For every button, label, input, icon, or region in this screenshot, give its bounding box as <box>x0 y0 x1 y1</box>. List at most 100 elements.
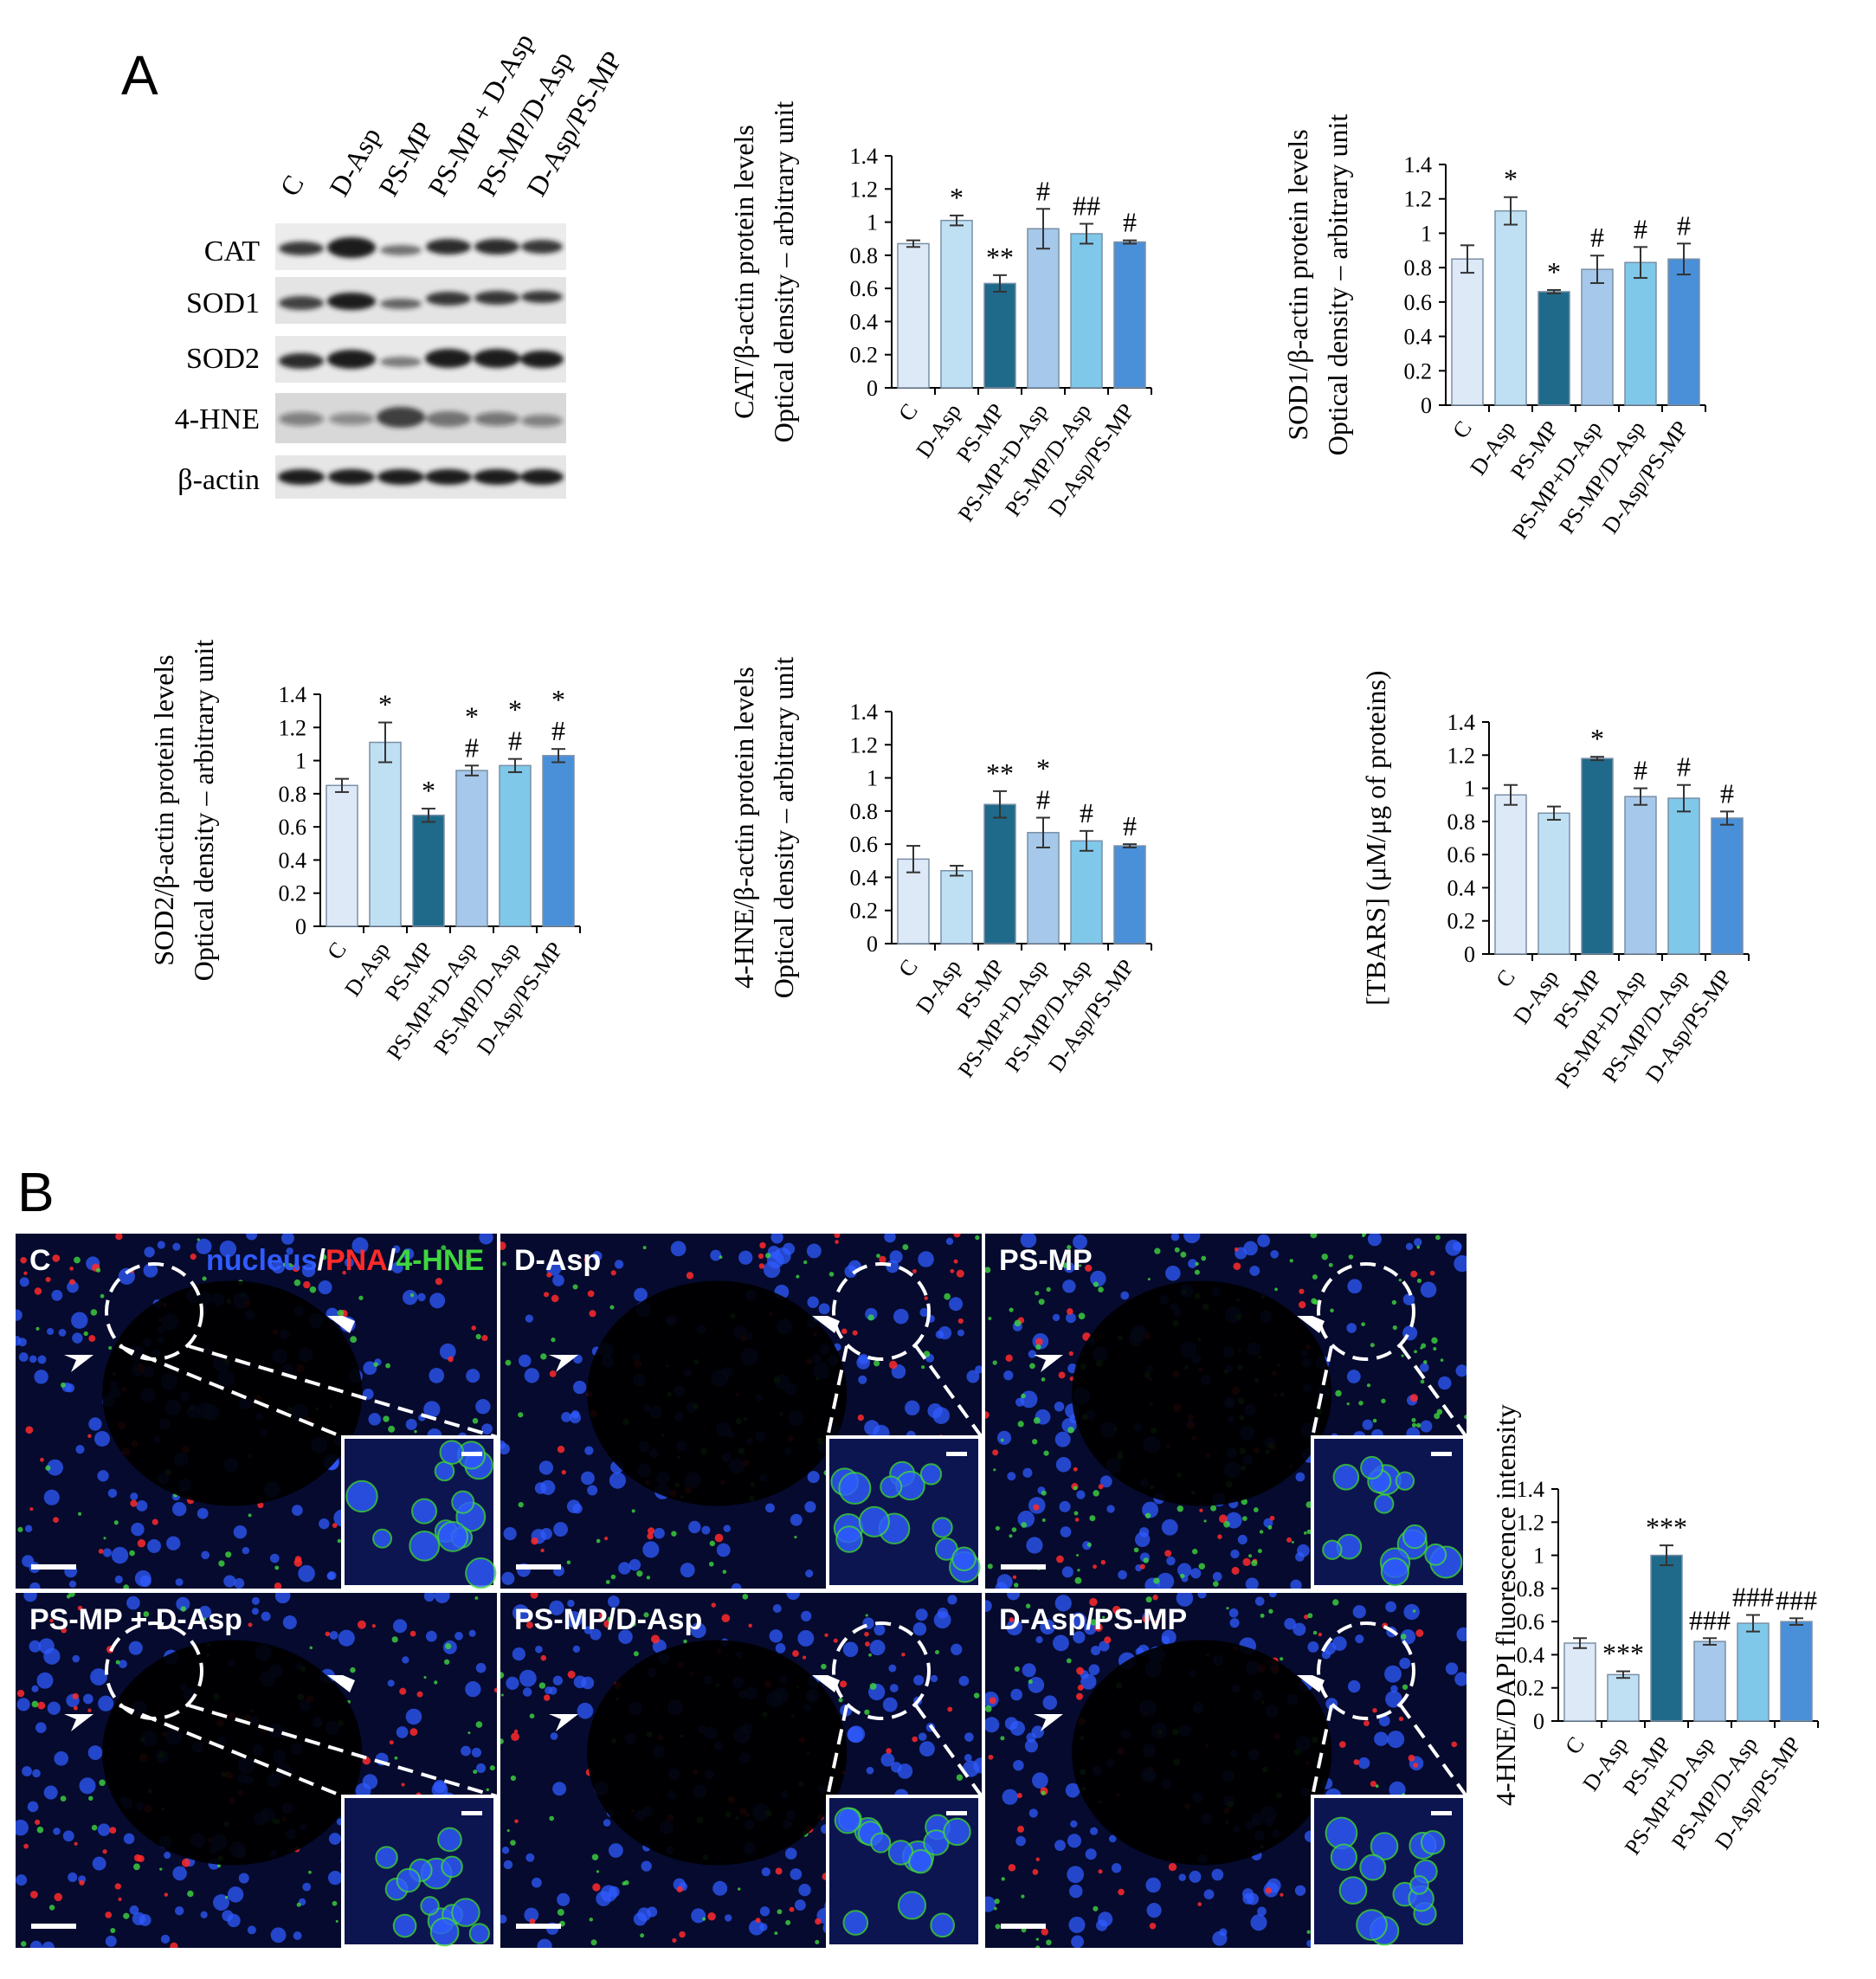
nucleus-dot <box>391 1261 403 1273</box>
arrow-icon <box>1297 1675 1325 1692</box>
nucleus-dot <box>261 1611 271 1621</box>
bar <box>1650 1554 1683 1722</box>
significance-label: * <box>378 689 392 720</box>
significance-label: * <box>508 694 522 725</box>
bar <box>983 282 1016 389</box>
bar <box>1581 757 1614 955</box>
nucleus-dot <box>1040 1619 1055 1635</box>
hne-dot <box>337 1538 342 1544</box>
hne-dot <box>1143 1557 1149 1563</box>
hne-dot <box>1101 1615 1106 1620</box>
nucleus-dot <box>280 1234 294 1245</box>
nucleus-dot <box>1230 1549 1240 1559</box>
nucleus-dot <box>1010 1688 1023 1701</box>
nucleus-dot <box>807 1471 820 1484</box>
nucleus-dot <box>1062 1280 1076 1293</box>
nucleus-dot <box>561 1412 572 1422</box>
nucleus-dot <box>1454 1254 1467 1273</box>
y-tick-label: 0.2 <box>1447 909 1476 934</box>
hne-dot <box>1375 1784 1379 1789</box>
nucleus-dot <box>690 1622 706 1639</box>
nucleus-dot <box>282 1615 297 1629</box>
nucleus-dot <box>912 1621 927 1636</box>
hne-dot <box>274 1565 280 1570</box>
pna-dot <box>1231 1566 1240 1575</box>
stain-legend-sep1: / <box>317 1244 326 1277</box>
nucleus-dot <box>581 1676 595 1690</box>
pna-dot <box>815 1918 822 1925</box>
nucleus-dot <box>136 1499 148 1512</box>
nucleus-dot <box>614 1260 624 1269</box>
nucleus-dot <box>23 1593 37 1602</box>
pna-dot <box>551 1294 559 1303</box>
nucleus-dot <box>1015 1397 1025 1407</box>
nucleus-dot <box>641 1860 652 1872</box>
hne-dot <box>350 1336 358 1344</box>
nucleus-dot <box>893 1308 909 1325</box>
nucleus-dot <box>72 1654 81 1663</box>
hne-dot <box>774 1931 778 1936</box>
hne-dot <box>1038 1299 1045 1305</box>
nucleus-dot <box>1414 1238 1422 1247</box>
pna-dot <box>1233 1262 1241 1271</box>
pna-dot <box>835 1240 839 1244</box>
hne-dot <box>1041 1490 1047 1496</box>
nucleus-dot <box>1161 1629 1177 1645</box>
significance-label: ** <box>986 757 1014 789</box>
pna-dot <box>1429 1270 1435 1276</box>
zoom-line <box>826 1345 848 1438</box>
hne-dot <box>1434 1413 1441 1420</box>
nucleus-dot <box>804 1501 816 1513</box>
nucleus-dot <box>591 1251 603 1261</box>
nucleus-dot <box>1420 1420 1433 1433</box>
hne-dot <box>590 1939 597 1946</box>
nucleus-dot <box>600 1885 618 1902</box>
micrograph-panel: D-Asp <box>500 1234 982 1589</box>
nucleus-dot <box>62 1830 74 1842</box>
nucleus-dot <box>1085 1848 1097 1860</box>
nucleus-dot <box>238 1873 249 1884</box>
nucleus-dot <box>629 1558 641 1571</box>
hne-dot <box>1411 1422 1417 1428</box>
pna-dot <box>45 1276 51 1283</box>
hne-dot <box>1280 1657 1284 1661</box>
nucleus-dot <box>1066 1312 1076 1324</box>
hne-dot <box>394 1756 398 1760</box>
inset-cell <box>1380 1557 1409 1587</box>
inset-cell <box>392 1913 417 1938</box>
nucleus-dot <box>1073 1234 1087 1250</box>
significance-label: * <box>465 700 479 732</box>
micrograph-panel: PS-MP/D-Asp <box>500 1593 982 1948</box>
inset-cell <box>842 1910 869 1936</box>
nucleus-dot <box>22 1766 32 1776</box>
x-tick-label: C <box>1560 1732 1589 1759</box>
nucleus-dot <box>213 1894 229 1911</box>
hne-dot <box>108 1346 113 1350</box>
y-tick-label: 1 <box>1421 221 1432 246</box>
pna-dot <box>109 1827 117 1834</box>
nucleus-dot <box>362 1774 378 1789</box>
hne-dot <box>956 1774 964 1781</box>
nucleus-dot <box>723 1525 732 1532</box>
nucleus-dot <box>918 1251 934 1267</box>
hne-dot <box>993 1906 997 1911</box>
hne-dot <box>1328 1262 1333 1267</box>
pna-dot <box>1286 1537 1293 1543</box>
hne-dot <box>350 1666 356 1673</box>
pna-dot <box>530 1593 538 1599</box>
bar <box>1027 831 1060 944</box>
nucleus-dot <box>196 1238 212 1254</box>
arrow-icon <box>812 1316 840 1333</box>
y-tick-label: 1.4 <box>1447 710 1476 735</box>
hne-dot <box>1433 1347 1437 1351</box>
nucleus-dot <box>1254 1596 1265 1606</box>
lumen <box>1072 1280 1332 1506</box>
pna-dot <box>543 1694 551 1701</box>
hne-dot <box>358 1295 364 1300</box>
hne-dot <box>48 1905 55 1911</box>
pna-dot <box>102 1849 107 1854</box>
pna-dot <box>1280 1892 1284 1897</box>
pna-dot <box>543 1292 550 1298</box>
nucleus-dot <box>429 1292 446 1309</box>
inset-cell <box>409 1530 441 1562</box>
